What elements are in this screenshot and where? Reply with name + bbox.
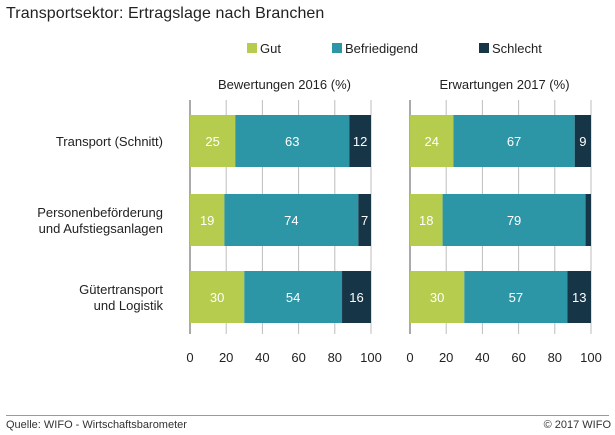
bar-befriedigend-2 xyxy=(224,194,359,246)
bar-schlecht-2 xyxy=(585,194,591,246)
bar-schlecht-1 xyxy=(349,115,371,167)
category-labels: Transport (Schnitt) Personenbeförderung un… xyxy=(37,134,163,313)
bar-befriedigend-3 xyxy=(464,271,568,323)
bar-gut-2 xyxy=(190,194,225,246)
data-label-schlecht-3: 16 xyxy=(349,290,363,305)
panel-title-1: Bewertungen 2016 (%) xyxy=(218,77,351,92)
bar-befriedigend-1 xyxy=(453,115,575,167)
data-label-gut-2: 19 xyxy=(200,213,214,228)
legend-label-befriedigend: Befriedigend xyxy=(345,41,418,56)
tick-label-0: 0 xyxy=(186,350,193,365)
category-label-personenbefoerderung: Personenbeförderung und Aufstiegsanlagen xyxy=(37,205,163,236)
chart-title: Transportsektor: Ertragslage nach Branch… xyxy=(6,5,325,22)
data-label-befriedigend-3: 54 xyxy=(286,290,300,305)
bar-schlecht-3 xyxy=(567,271,591,323)
panel-2: Erwartungen 2017 (%) 24 67 9 18 79 30 57 13 0 20 40… xyxy=(406,77,601,365)
data-label-schlecht-1: 9 xyxy=(579,134,586,149)
data-label-schlecht-2: 7 xyxy=(361,213,368,228)
legend: Gut Befriedigend Schlecht xyxy=(247,41,542,56)
tick-label-60: 60 xyxy=(511,350,525,365)
data-label-gut-3: 30 xyxy=(210,290,224,305)
bar-gut-1 xyxy=(190,115,236,167)
tick-label-0: 0 xyxy=(406,350,413,365)
tick-label-60: 60 xyxy=(291,350,305,365)
bar-gut-3 xyxy=(190,271,245,323)
tick-label-20: 20 xyxy=(219,350,233,365)
bar-gut-2 xyxy=(410,194,443,246)
data-label-befriedigend-1: 63 xyxy=(285,134,299,149)
data-label-schlecht-1: 12 xyxy=(353,134,367,149)
legend-swatch-befriedigend xyxy=(332,43,342,53)
tick-label-40: 40 xyxy=(475,350,489,365)
bar-befriedigend-1 xyxy=(235,115,350,167)
data-label-schlecht-3: 13 xyxy=(572,290,586,305)
data-label-befriedigend-2: 79 xyxy=(507,213,521,228)
legend-label-gut: Gut xyxy=(260,41,281,56)
tick-label-100: 100 xyxy=(580,350,602,365)
source-note: Quelle: WIFO - Wirtschaftsbarometer xyxy=(6,419,187,431)
tick-label-80: 80 xyxy=(328,350,342,365)
bar-gut-1 xyxy=(410,115,454,167)
data-label-gut-1: 24 xyxy=(424,134,438,149)
legend-swatch-gut xyxy=(247,43,257,53)
bar-schlecht-3 xyxy=(342,271,371,323)
data-label-befriedigend-1: 67 xyxy=(507,134,521,149)
panel-title-2: Erwartungen 2017 (%) xyxy=(439,77,569,92)
category-label-transport-schnitt: Transport (Schnitt) xyxy=(56,134,163,149)
chart-panels: Bewertungen 2016 (%) 25 63 12 19 74 7 30 54 16 0 20… xyxy=(186,77,601,365)
data-label-gut-1: 25 xyxy=(205,134,219,149)
legend-swatch-schlecht xyxy=(479,43,489,53)
bar-schlecht-1 xyxy=(574,115,591,167)
category-label-guetertransport: Gütertransport und Logistik xyxy=(79,282,163,313)
copyright-note: © 2017 WIFO xyxy=(543,419,611,431)
tick-label-40: 40 xyxy=(255,350,269,365)
tick-label-80: 80 xyxy=(548,350,562,365)
panel-1: Bewertungen 2016 (%) 25 63 12 19 74 7 30 54 16 0 20… xyxy=(186,77,381,365)
bar-befriedigend-3 xyxy=(244,271,343,323)
bar-schlecht-2 xyxy=(358,194,371,246)
bar-befriedigend-2 xyxy=(442,194,586,246)
tick-label-20: 20 xyxy=(439,350,453,365)
data-label-gut-2: 18 xyxy=(419,213,433,228)
data-label-befriedigend-2: 74 xyxy=(284,213,298,228)
legend-label-schlecht: Schlecht xyxy=(492,41,542,56)
footer-divider xyxy=(6,415,609,416)
data-label-gut-3: 30 xyxy=(430,290,444,305)
bar-gut-3 xyxy=(410,271,465,323)
tick-label-100: 100 xyxy=(360,350,382,365)
data-label-befriedigend-3: 57 xyxy=(509,290,523,305)
